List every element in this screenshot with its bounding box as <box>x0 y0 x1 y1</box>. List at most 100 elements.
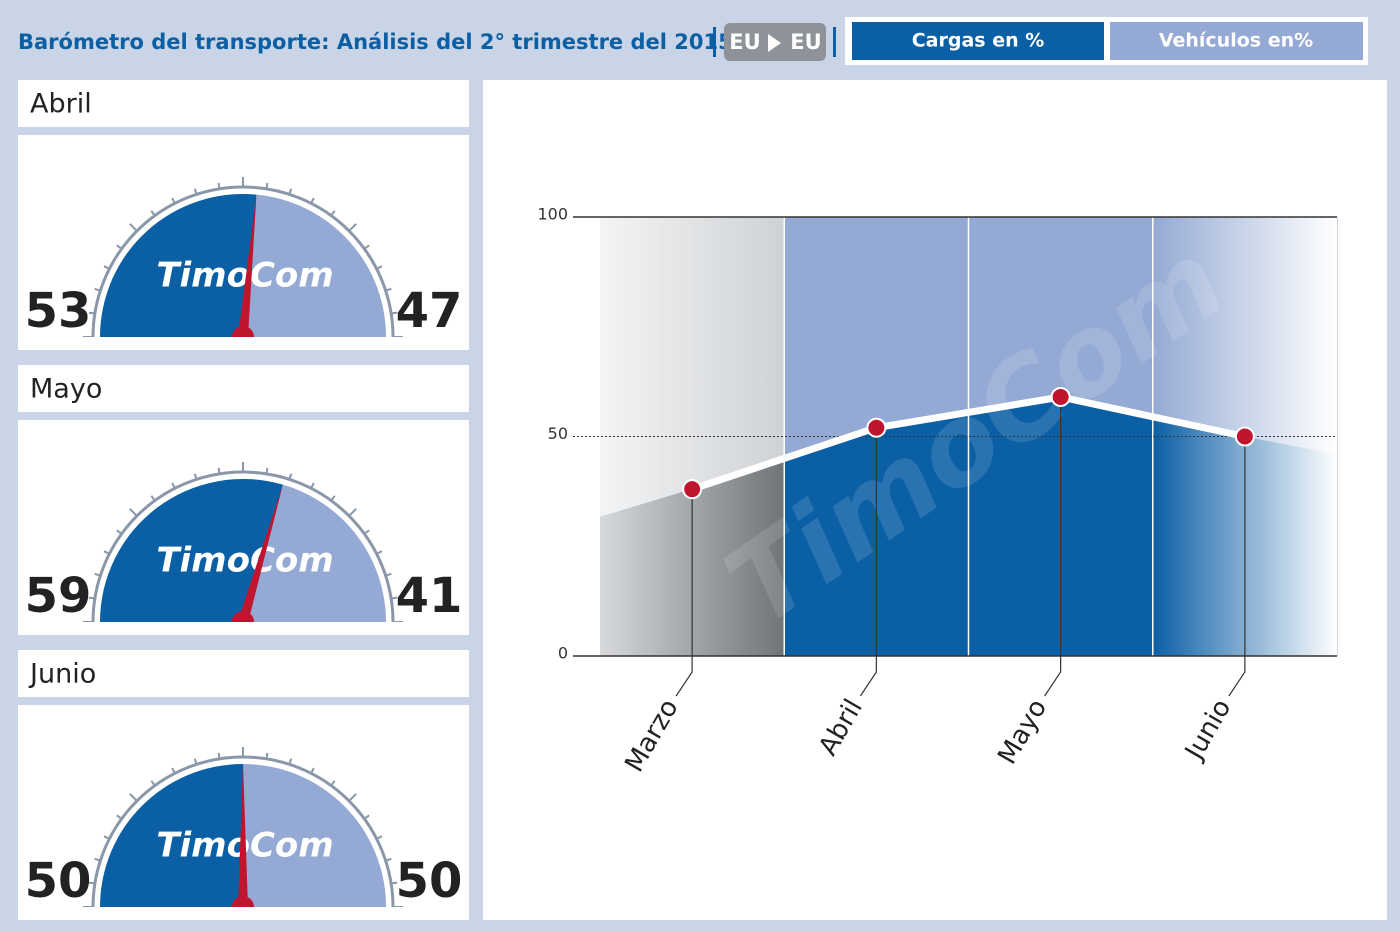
gauge-tick <box>88 596 96 600</box>
gauge-value: 53 <box>25 283 92 339</box>
gauge-tick <box>150 210 156 217</box>
gauge-value: 59 <box>25 568 92 624</box>
gauge-tick <box>385 857 392 862</box>
gauge-tick <box>171 482 176 489</box>
gauge-tick <box>330 210 336 217</box>
y-tick-label: 100 <box>537 205 568 224</box>
gauge-tick <box>103 835 110 840</box>
gauge-tick <box>129 793 138 802</box>
line <box>691 393 1246 493</box>
route-from: EU <box>729 30 760 54</box>
gauge-rim <box>91 185 395 338</box>
gauge-tick <box>385 287 392 292</box>
gauge-tick <box>330 780 336 787</box>
gauge-tick <box>310 197 315 204</box>
gauge-tick <box>94 857 101 862</box>
y-tick-label: 0 <box>558 644 568 663</box>
gauge-tick <box>390 596 398 600</box>
gauge-cover <box>18 337 469 350</box>
gauge-tick <box>390 311 398 315</box>
gauge-tick <box>348 793 357 802</box>
month-label: Junio <box>28 659 96 690</box>
bracket <box>833 27 836 57</box>
month-panel <box>18 80 469 127</box>
gauge-tick <box>88 881 96 885</box>
gauge-tick <box>310 482 315 489</box>
gauge-tick <box>217 752 221 760</box>
gauge-tick <box>363 529 370 535</box>
gauge-value: 47 <box>396 283 463 339</box>
gauge-tick <box>103 550 110 555</box>
gauge-tick <box>217 467 221 475</box>
gauge-tick <box>385 572 392 577</box>
brand-logo: TimoCom <box>156 541 333 581</box>
y-tick-label: 50 <box>548 424 568 443</box>
gauge-tick <box>348 508 357 517</box>
tab-label[interactable]: Cargas en % <box>912 30 1045 52</box>
gauge-tick <box>129 508 138 517</box>
gauge-value: 50 <box>25 853 92 909</box>
leader-line <box>1044 396 1062 697</box>
gauge: TimoCom <box>18 177 469 350</box>
gauge-needle <box>238 764 248 907</box>
gauge-tick <box>363 244 370 250</box>
leader-line <box>859 427 877 697</box>
gauge-needle <box>238 194 257 338</box>
gauge: TimoCom <box>18 747 469 920</box>
gauge-tick <box>88 311 96 315</box>
gauge-value: 50 <box>396 853 463 909</box>
gauge-rim <box>91 470 395 623</box>
gauge: TimoCom <box>18 462 469 635</box>
gauge-tick <box>265 467 269 475</box>
gauge-tick <box>116 814 123 820</box>
gauge-tick <box>265 182 269 190</box>
gauge-cover <box>18 907 469 920</box>
point <box>1050 386 1071 407</box>
tab[interactable] <box>1110 22 1363 60</box>
gauge-sector <box>243 484 386 622</box>
gauge-tick <box>348 223 357 232</box>
gauge-tick <box>288 188 293 195</box>
gauge-tick <box>150 495 156 502</box>
gauge-tick <box>103 265 110 270</box>
gauge-sector <box>100 478 283 622</box>
gauge-tick <box>171 767 176 774</box>
gauge-tick <box>193 758 198 765</box>
gauge-needle <box>238 484 283 624</box>
gauge-tick <box>310 767 315 774</box>
gauge-tick <box>288 758 293 765</box>
gauge-cover <box>18 622 469 635</box>
gauge-tick <box>217 182 221 190</box>
gauge-tick <box>288 473 293 480</box>
point <box>866 417 887 438</box>
gauge-tick <box>363 814 370 820</box>
gauge-sector <box>243 194 386 337</box>
gauge-sector <box>100 194 257 337</box>
gauge-tick <box>150 780 156 787</box>
gauge-tick <box>129 223 138 232</box>
gauge-rim <box>91 755 395 908</box>
tab-label[interactable]: Vehículos en% <box>1159 30 1313 52</box>
leader-line <box>675 489 693 697</box>
gauge-tick <box>376 835 383 840</box>
tab-active[interactable] <box>852 22 1104 60</box>
gauge-tick <box>171 197 176 204</box>
point <box>682 479 703 500</box>
gauge-tick <box>265 752 269 760</box>
gauge-tick <box>116 529 123 535</box>
page-title: Barómetro del transporte: Análisis del 2… <box>18 30 733 54</box>
month-label: Mayo <box>30 374 102 405</box>
month-panel <box>18 365 469 412</box>
bracket <box>713 27 716 57</box>
gauge-tick <box>116 244 123 250</box>
gauge-sector <box>100 764 243 907</box>
leader-line <box>1228 436 1246 697</box>
route-arrow <box>768 34 781 52</box>
gauge-tick <box>193 473 198 480</box>
point <box>1234 426 1255 447</box>
gauge-tick <box>94 572 101 577</box>
gauge-tick <box>330 495 336 502</box>
gauge-value: 41 <box>396 568 463 624</box>
month-label: Abril <box>30 89 92 120</box>
